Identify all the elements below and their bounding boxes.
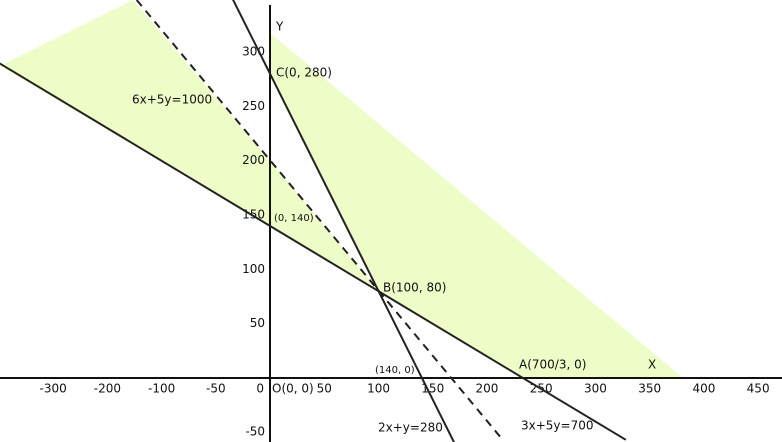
point-label: B(100, 80): [383, 281, 446, 295]
x-tick-label: -200: [94, 381, 121, 395]
point-label: O(0, 0): [272, 382, 314, 396]
point-label: (140, 0): [375, 365, 415, 376]
x-axis-label: X: [648, 358, 656, 372]
y-axis-label: Y: [275, 20, 284, 34]
x-tick-label: -100: [148, 381, 175, 395]
x-tick-label: -50: [206, 381, 226, 395]
y-tick-label: 100: [242, 262, 265, 276]
constraint-line: [0, 62, 627, 441]
shaded-region: [0, 0, 379, 291]
x-tick-label: 350: [638, 381, 661, 395]
x-tick-label: 300: [584, 381, 607, 395]
x-tick-label: 200: [476, 381, 499, 395]
line-label: 2x+y=280: [378, 421, 443, 435]
y-tick-label: 300: [242, 45, 265, 59]
x-tick-label: 50: [317, 381, 332, 395]
y-tick-label: -50: [245, 425, 265, 439]
x-tick-label: -300: [40, 381, 67, 395]
point-label: A(700/3, 0): [519, 358, 586, 372]
x-tick-label: 150: [421, 381, 444, 395]
constraint-line: [232, 0, 456, 442]
shaded-region: [270, 33, 683, 378]
y-tick-label: 200: [242, 153, 265, 167]
x-tick-label: 100: [367, 381, 390, 395]
point-label: C(0, 280): [276, 66, 332, 80]
x-tick-label: 0: [256, 381, 264, 395]
y-tick-label: 150: [242, 208, 265, 222]
line-label: 3x+5y=700: [521, 419, 594, 433]
feasible-regions: [0, 0, 683, 378]
constraint-line: [135, 0, 501, 438]
point-label: (0, 140): [274, 213, 314, 224]
x-tick-label: 400: [692, 381, 715, 395]
y-tick-label: 250: [242, 99, 265, 113]
line-label: 6x+5y=1000: [132, 93, 212, 107]
x-tick-label: 450: [747, 381, 770, 395]
y-tick-label: 50: [250, 316, 265, 330]
